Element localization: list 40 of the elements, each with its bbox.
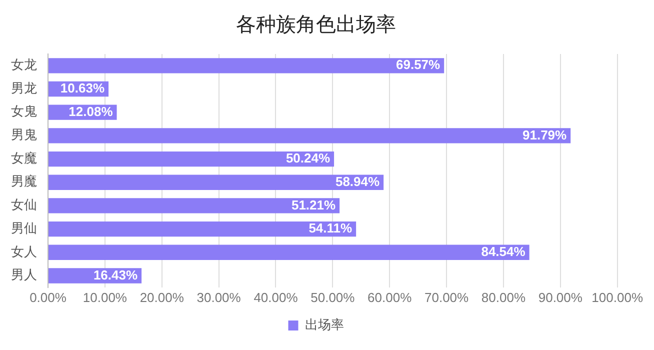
bar (48, 244, 530, 260)
data-label: 54.11% (308, 220, 353, 236)
bar (48, 58, 444, 74)
data-label: 58.94% (335, 174, 380, 189)
data-label: 51.21% (291, 197, 336, 212)
x-tick-label: 80.00% (481, 290, 526, 305)
y-tick-label: 男魔 (11, 174, 37, 190)
x-tick-label: 10.00% (82, 290, 128, 305)
data-label: 16.43% (93, 267, 138, 282)
y-tick-label: 女鬼 (11, 104, 37, 120)
data-label: 69.57% (396, 57, 441, 72)
data-label: 10.63% (60, 80, 105, 96)
legend-label: 出场率 (304, 316, 344, 333)
data-label: 84.54% (481, 244, 526, 259)
data-label: 91.79% (522, 127, 568, 142)
y-tick-label: 女魔 (11, 151, 37, 166)
y-tick-label: 男仙 (11, 221, 37, 236)
x-tick-label: 40.00% (254, 290, 298, 305)
bar (48, 128, 571, 144)
x-tick-label: 20.00% (140, 290, 184, 305)
x-tick-label: 0.00% (30, 290, 67, 305)
x-tick-label: 90.00% (538, 290, 583, 305)
data-label: 50.24% (286, 150, 330, 166)
y-tick-label: 男人 (11, 268, 37, 284)
y-tick-label: 女人 (11, 244, 37, 260)
x-tick-label: 30.00% (196, 290, 242, 305)
bar (48, 198, 340, 214)
y-tick-label: 男龙 (11, 81, 37, 96)
bar (48, 174, 384, 190)
y-tick-label: 男鬼 (11, 128, 37, 144)
chart-title: 各种族角色出场率 (236, 12, 396, 36)
x-tick-label: 50.00% (310, 290, 356, 305)
x-tick-label: 70.00% (424, 290, 470, 305)
x-tick-label: 60.00% (368, 290, 412, 305)
x-tick-label: 100.00% (592, 290, 644, 305)
bar (48, 221, 356, 237)
bar (48, 151, 334, 167)
y-tick-label: 女仙 (11, 198, 37, 214)
data-label: 12.08% (68, 104, 114, 119)
y-tick-label: 女龙 (11, 58, 37, 74)
